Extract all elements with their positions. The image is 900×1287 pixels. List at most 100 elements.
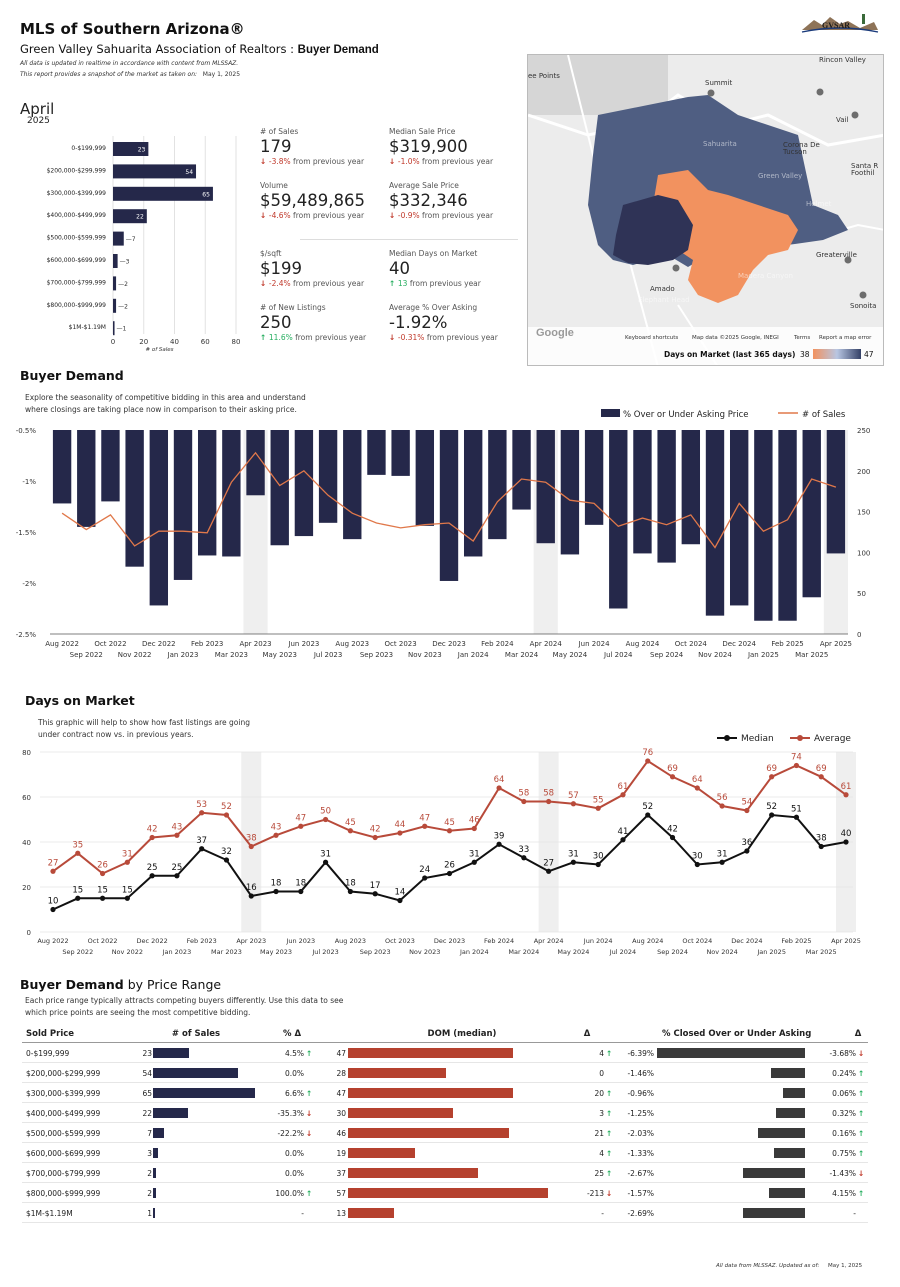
bar-value-label: 23 — [138, 147, 146, 154]
x-tick-label: Mar 2024 — [508, 948, 539, 956]
price-cell: $200,000-$299,999 — [26, 1069, 101, 1078]
map-legend-label: Days on Market (last 365 days) — [664, 350, 796, 359]
bar — [415, 430, 435, 526]
stats-divider — [300, 239, 518, 240]
average-point — [744, 807, 750, 814]
bar-value-label: —2 — [118, 303, 128, 310]
sales-change-cell: - — [301, 1209, 304, 1218]
median-data-label: 25 — [147, 863, 158, 873]
price-cell: $700,000-$799,999 — [26, 1169, 101, 1178]
average-point — [843, 792, 849, 798]
column-header: DOM (median) — [427, 1029, 497, 1039]
map-footer-link[interactable]: Report a map error — [819, 335, 872, 341]
average-data-label: 45 — [444, 818, 455, 828]
average-data-label: 38 — [246, 834, 257, 844]
bar — [113, 254, 118, 268]
map-canvas[interactable] — [528, 55, 884, 366]
bar — [705, 430, 725, 616]
stat-value: $319,900 — [389, 137, 468, 156]
stat-value: $59,489,865 — [260, 191, 365, 210]
dom-bar — [348, 1068, 447, 1078]
map-footer-link[interactable]: Keyboard shortcuts — [625, 335, 679, 341]
sales-cell: 54 — [142, 1069, 152, 1078]
median-point — [818, 843, 824, 850]
average-data-label: 76 — [642, 748, 653, 758]
closed-bar — [657, 1048, 805, 1058]
arrow-up-icon: ↑ — [306, 1189, 313, 1198]
category-label: $1M-$1.19M — [69, 324, 106, 331]
average-point — [223, 812, 230, 818]
average-data-label: 53 — [196, 800, 207, 810]
sales-change-cell: -35.3% — [277, 1109, 304, 1118]
x-tick-label: Apr 2025 — [820, 640, 852, 648]
days-on-market-map[interactable]: Rincon Valley ee Points Summit Corona De Tu… — [527, 54, 884, 366]
sales-cell: 7 — [147, 1129, 152, 1138]
average-point — [669, 774, 676, 780]
median-data-label: 15 — [97, 885, 108, 895]
median-data-label: 30 — [593, 852, 604, 862]
dom-cell: 47 — [336, 1049, 346, 1058]
y-left-tick: -2.5% — [16, 631, 37, 639]
x-tick-label: Aug 2022 — [37, 937, 68, 945]
x-tick-label: Aug 2023 — [335, 937, 366, 945]
average-data-label: 31 — [122, 849, 133, 859]
bar — [294, 430, 314, 537]
price-range-title: Buyer Demand by Price Range — [20, 977, 221, 992]
x-tick-label: Mar 2025 — [795, 651, 828, 659]
sales-bar — [153, 1168, 157, 1178]
price-cell: $500,000-$599,999 — [26, 1129, 101, 1138]
bar — [729, 430, 749, 606]
closed-change-cell: 4.15% — [832, 1189, 856, 1198]
x-axis-label: # of Sales — [145, 347, 173, 353]
legend-label: Median — [741, 734, 774, 744]
stat-label: Average Sale Price — [389, 181, 459, 190]
y-left-tick: -1% — [22, 478, 36, 486]
logo-text: GVSAR — [822, 21, 850, 30]
table-row: $500,000-$599,999 7 -22.2% ↓ 46 21 ↑ -2.03% 0.16… — [22, 1123, 868, 1143]
price-range-desc-2: which price points are seeing the most c… — [25, 1008, 251, 1017]
arrow-down-icon: ↓ — [389, 211, 398, 220]
average-point — [248, 843, 254, 850]
stat-label: Median Days on Market — [389, 249, 478, 258]
x-tick-label: May 2023 — [262, 651, 297, 659]
sales-bar — [153, 1048, 190, 1058]
average-point — [99, 870, 106, 877]
median-data-label: 25 — [171, 863, 182, 873]
days-on-market-chart: 80 60 40 20 0 10 15 15 15 25 25 37 32 16 18 18 31 18 17 14 2… — [22, 734, 861, 956]
bar — [113, 276, 117, 291]
sales-cell: 2 — [147, 1169, 152, 1178]
median-point — [496, 841, 502, 847]
sales-bar — [153, 1128, 164, 1138]
bar-value-label: —3 — [120, 259, 130, 266]
dom-change-cell: 21 — [594, 1129, 604, 1138]
x-tick-label: Aug 2023 — [335, 640, 369, 648]
x-tick-label: 60 — [201, 338, 210, 346]
stat-change-value: -1.0% — [397, 157, 420, 166]
snapshot-label: This report provides a snapshot of the m… — [20, 71, 198, 78]
stat-change: ↓ -2.4% from previous year — [260, 279, 364, 288]
sales-cell: 23 — [142, 1049, 152, 1058]
bar — [246, 430, 265, 496]
update-note: All data is updated in realtime in accor… — [20, 60, 239, 67]
x-tick-label: Apr 2023 — [239, 640, 271, 648]
map-footer-link[interactable]: Map data ©2025 Google, INEGI — [692, 335, 779, 341]
table-row: 0-$199,999 23 4.5% ↑ 47 4 ↑ -6.39% -3.68% ↓ — [22, 1043, 868, 1063]
arrow-down-icon: ↓ — [389, 333, 398, 342]
table-row: $300,000-$399,999 65 6.6% ↑ 47 20 ↑ -0.96% 0.06%… — [22, 1083, 868, 1103]
arrow-down-icon: ↓ — [858, 1169, 865, 1178]
category-label: $400,000-$499,999 — [47, 212, 107, 219]
median-point — [694, 861, 700, 868]
bar — [463, 430, 483, 557]
median-point — [744, 848, 750, 854]
map-legend-gradient — [813, 349, 861, 359]
average-data-label: 69 — [766, 764, 777, 774]
x-tick-label: 40 — [170, 338, 179, 346]
median-data-label: 18 — [345, 879, 356, 889]
x-tick-label: Oct 2023 — [385, 937, 415, 945]
x-tick-label: Oct 2022 — [88, 937, 118, 945]
map-footer-link[interactable]: Terms — [794, 335, 811, 341]
median-point — [75, 895, 81, 901]
average-data-label: 44 — [395, 820, 406, 830]
average-data-label: 69 — [667, 764, 678, 774]
average-point — [199, 810, 205, 816]
